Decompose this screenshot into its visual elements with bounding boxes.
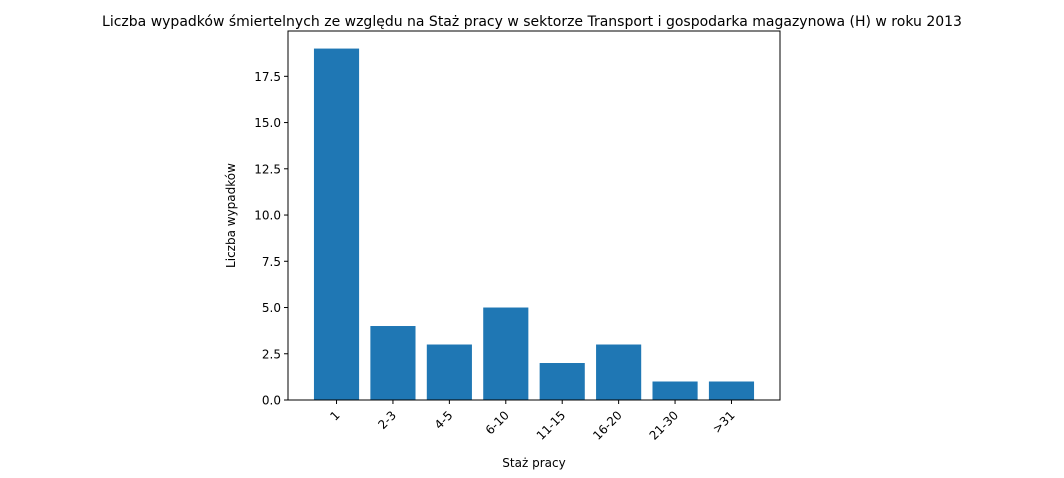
chart-title: Liczba wypadków śmiertelnych ze względu …: [102, 14, 962, 30]
bars: [313, 48, 755, 400]
y-axis: 0.0 2.5 5.0 7.5 10.0 12.5 15.0 17.5: [254, 70, 288, 408]
x-tick-label: 11-15: [534, 408, 569, 443]
bar-1: [313, 48, 360, 400]
y-tick-label: 0.0: [262, 394, 281, 408]
x-tick-label: 1: [327, 408, 342, 423]
y-axis-label: Liczba wypadków: [224, 163, 238, 268]
x-tick-label: 16-20: [590, 408, 625, 443]
y-tick-label: 2.5: [262, 347, 281, 361]
x-tick-label: 6-10: [483, 408, 512, 437]
x-tick-label: 4-5: [432, 408, 456, 432]
bar-11-15: [539, 363, 585, 400]
bar->31: [708, 381, 755, 400]
x-tick-label: 21-30: [647, 408, 682, 443]
bar-6-10: [483, 307, 529, 400]
plot-frame: [287, 30, 781, 401]
y-tick-label: 12.5: [254, 162, 281, 176]
y-tick-label: 5.0: [262, 301, 281, 315]
bar-21-30: [652, 381, 698, 400]
bar-4-5: [426, 344, 472, 400]
y-tick-label: 10.0: [254, 209, 281, 223]
x-tick-label: >31: [710, 408, 738, 436]
y-tick-label: 17.5: [254, 70, 281, 84]
y-tick-label: 7.5: [262, 255, 281, 269]
x-axis: 1 2-3 4-5 6-10 11-15 16-20 21-30 >31: [327, 400, 738, 443]
x-axis-label: Staż pracy: [502, 456, 565, 470]
bar-16-20: [596, 344, 642, 400]
bar-2-3: [370, 326, 416, 400]
x-tick-label: 2-3: [375, 408, 399, 432]
y-tick-label: 15.0: [254, 116, 281, 130]
